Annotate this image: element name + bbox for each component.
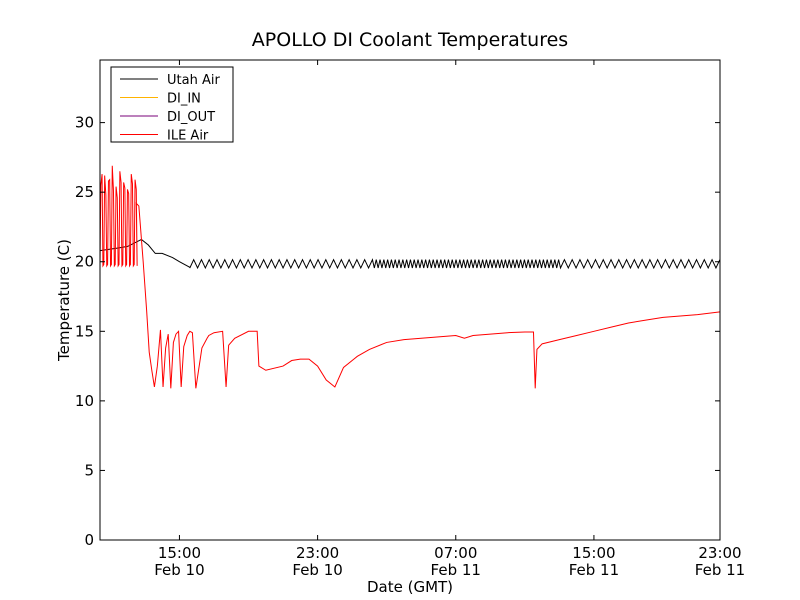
legend-label-di-out: DI_OUT bbox=[167, 110, 215, 125]
legend-label-utah-air: Utah Air bbox=[167, 73, 220, 88]
y-axis-label: Temperature (C) bbox=[55, 239, 73, 362]
series-layer bbox=[100, 165, 720, 389]
y-tick-label: 10 bbox=[75, 392, 94, 410]
y-tick-label: 5 bbox=[84, 461, 94, 479]
x-tick-label-date: Feb 11 bbox=[695, 561, 745, 579]
series-line-ile-air bbox=[100, 165, 720, 389]
y-tick-label: 25 bbox=[75, 183, 94, 201]
x-tick-label-time: 23:00 bbox=[296, 544, 339, 562]
x-tick-label-date: Feb 11 bbox=[569, 561, 619, 579]
legend-label-di-in: DI_IN bbox=[167, 92, 201, 107]
x-tick-label-date: Feb 10 bbox=[292, 561, 342, 579]
legend-label-ile-air: ILE Air bbox=[167, 129, 209, 144]
x-axis-label: Date (GMT) bbox=[367, 578, 453, 596]
y-tick-label: 0 bbox=[84, 531, 94, 549]
plot-frame bbox=[99, 59, 721, 541]
legend-items: Utah Air DI_IN DI_OUT ILE Air bbox=[120, 73, 220, 144]
x-tick-label-time: 15:00 bbox=[158, 544, 201, 562]
legend: Utah Air DI_IN DI_OUT ILE Air bbox=[110, 66, 234, 144]
series-line-utah-air bbox=[100, 238, 720, 270]
x-tick-label-time: 23:00 bbox=[698, 544, 741, 562]
y-tick-label: 30 bbox=[75, 114, 94, 132]
y-axis: 0 5 10 15 20 25 30 bbox=[75, 114, 720, 549]
x-tick-label-date: Feb 10 bbox=[154, 561, 204, 579]
x-tick-label-time: 15:00 bbox=[572, 544, 615, 562]
y-tick-label: 20 bbox=[75, 253, 94, 271]
x-tick-label-date: Feb 11 bbox=[431, 561, 481, 579]
y-tick-label: 15 bbox=[75, 322, 94, 340]
x-tick-label-time: 07:00 bbox=[434, 544, 477, 562]
chart-title: APOLLO DI Coolant Temperatures bbox=[252, 29, 568, 51]
